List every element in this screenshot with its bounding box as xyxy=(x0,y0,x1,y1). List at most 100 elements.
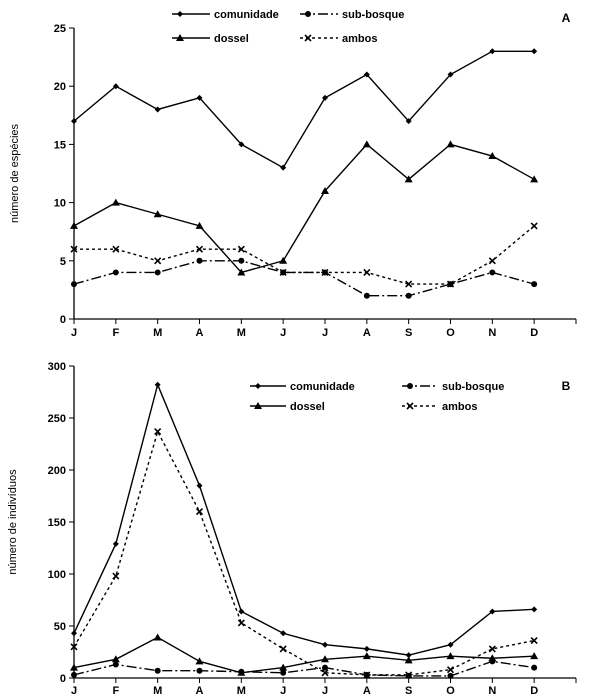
data-point-ambos xyxy=(195,508,204,516)
data-point-ambos xyxy=(237,245,245,253)
data-point-comunidade xyxy=(405,118,412,125)
data-point-comunidade xyxy=(238,608,245,615)
data-point-dossel xyxy=(195,221,204,229)
series-line-sub-bosque xyxy=(73,660,535,677)
data-point-comunidade xyxy=(71,630,77,637)
data-point-dossel xyxy=(279,663,288,671)
legend-swatch-marker xyxy=(305,11,311,17)
data-point-comunidade xyxy=(405,652,412,659)
data-point-sub-bosque xyxy=(363,292,370,299)
data-point-comunidade xyxy=(447,641,454,648)
x-tick-label: N xyxy=(488,685,496,697)
series-line-dossel xyxy=(73,143,535,274)
legend-swatch-marker xyxy=(255,383,261,389)
data-point-ambos xyxy=(279,645,287,653)
panel-label: B xyxy=(562,379,571,393)
data-point-ambos xyxy=(70,643,78,651)
data-point-dossel xyxy=(111,655,120,663)
y-axis-title: número de espécies xyxy=(9,123,21,223)
x-tick-label: S xyxy=(405,685,412,697)
y-tick-label: 20 xyxy=(54,81,66,93)
data-point-dossel xyxy=(404,175,413,183)
data-point-dossel xyxy=(530,652,539,660)
series-line-comunidade xyxy=(73,50,535,169)
legend-swatch-marker xyxy=(406,402,414,410)
data-point-ambos xyxy=(363,268,371,277)
y-tick-label: 200 xyxy=(48,465,66,477)
data-point-dossel xyxy=(195,657,204,665)
data-point-comunidade xyxy=(112,540,119,547)
x-tick-label: A xyxy=(363,685,371,697)
data-point-ambos xyxy=(405,280,413,288)
data-point-dossel xyxy=(321,186,329,194)
x-tick-label: S xyxy=(405,327,412,339)
data-point-sub-bosque xyxy=(154,667,161,674)
panel-label: A xyxy=(562,11,571,25)
data-point-comunidade xyxy=(531,48,538,55)
legend-label: sub-bosque xyxy=(342,9,404,21)
x-tick-label: F xyxy=(112,327,119,339)
data-point-sub-bosque xyxy=(112,661,119,668)
y-tick-label: 10 xyxy=(54,198,66,210)
legend-label: ambos xyxy=(342,33,377,45)
data-point-ambos xyxy=(488,257,496,265)
data-point-comunidade xyxy=(238,141,245,148)
data-point-sub-bosque xyxy=(489,269,496,276)
data-point-comunidade xyxy=(71,118,77,125)
data-point-comunidade xyxy=(280,164,287,171)
data-point-ambos xyxy=(363,671,371,679)
data-point-sub-bosque xyxy=(531,664,538,671)
x-tick-label: A xyxy=(196,327,204,339)
data-point-sub-bosque xyxy=(238,257,245,264)
y-tick-label: 0 xyxy=(60,673,66,685)
data-point-comunidade xyxy=(196,94,203,101)
x-tick-label: A xyxy=(363,327,371,339)
data-point-dossel xyxy=(362,652,371,660)
x-tick-label: J xyxy=(280,685,286,697)
y-tick-label: 100 xyxy=(48,569,66,581)
data-point-sub-bosque xyxy=(154,269,161,276)
data-point-dossel xyxy=(488,654,497,662)
data-point-sub-bosque xyxy=(112,269,119,276)
y-tick-label: 15 xyxy=(54,139,66,151)
y-tick-label: 25 xyxy=(54,23,66,35)
y-tick-label: 300 xyxy=(48,361,66,373)
data-point-comunidade xyxy=(363,645,370,652)
legend-swatch-marker xyxy=(176,34,184,41)
data-point-comunidade xyxy=(280,630,287,637)
data-point-comunidade xyxy=(322,94,328,101)
data-point-dossel xyxy=(153,210,162,218)
x-tick-label: D xyxy=(530,327,538,339)
data-point-ambos xyxy=(237,619,245,627)
data-point-sub-bosque xyxy=(447,672,454,679)
data-point-sub-bosque xyxy=(196,667,203,674)
data-point-dossel xyxy=(70,221,78,229)
data-point-dossel xyxy=(321,655,329,663)
data-point-sub-bosque xyxy=(71,281,77,288)
legend-swatch-marker xyxy=(254,402,262,409)
data-point-sub-bosque xyxy=(322,664,328,671)
data-point-dossel xyxy=(111,198,120,206)
x-tick-label: F xyxy=(112,685,119,697)
data-point-dossel xyxy=(70,663,78,671)
legend-swatch-marker xyxy=(304,34,312,42)
legend-label: ambos xyxy=(442,401,477,413)
x-tick-label: A xyxy=(196,685,204,697)
legend-label: sub-bosque xyxy=(442,381,504,393)
data-point-ambos xyxy=(446,666,455,674)
data-point-ambos xyxy=(321,268,329,277)
data-point-comunidade xyxy=(363,71,370,78)
data-point-sub-bosque xyxy=(531,281,538,288)
data-point-comunidade xyxy=(447,71,454,78)
data-point-comunidade xyxy=(322,641,328,648)
x-tick-label: J xyxy=(322,327,328,339)
data-point-comunidade xyxy=(489,48,496,55)
data-point-ambos xyxy=(405,671,413,679)
data-point-dossel xyxy=(488,152,497,160)
legend-swatch-marker xyxy=(407,383,413,389)
legend-swatch-marker xyxy=(177,11,183,17)
data-point-ambos xyxy=(446,280,455,288)
